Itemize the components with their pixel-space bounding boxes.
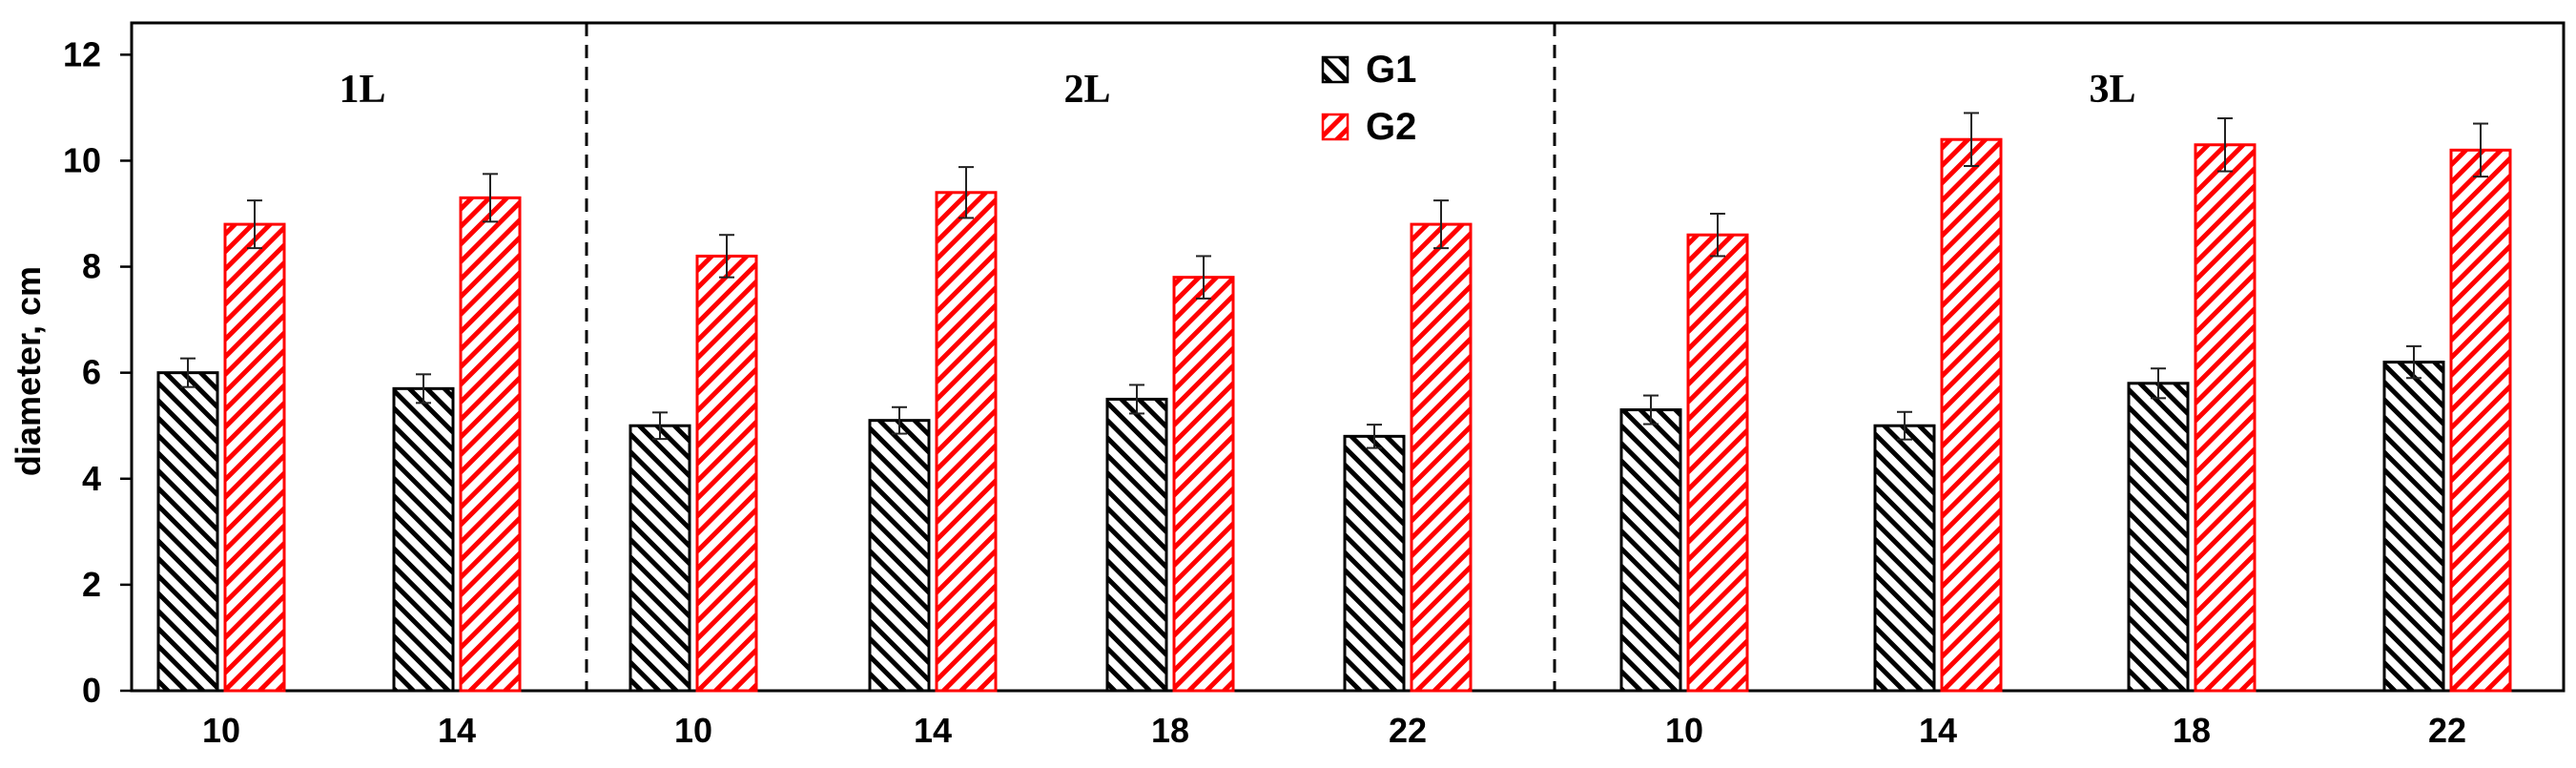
x-tick-label: 18 [1151, 711, 1189, 750]
bar-g1 [868, 419, 931, 693]
y-tick-label: 12 [63, 34, 101, 73]
bar-g1 [156, 371, 219, 693]
bar-g1 [2382, 361, 2445, 693]
bar-g2 [1686, 233, 1749, 693]
group-label: 2L [1063, 68, 1110, 112]
legend-swatch-g1 [1321, 55, 1350, 84]
bar-g1 [1105, 397, 1168, 693]
bar-g2 [935, 191, 998, 693]
legend-label-g1: G1 [1366, 49, 1416, 91]
y-axis-label: diameter, cm [9, 266, 48, 476]
x-tick-label: 22 [2428, 711, 2466, 750]
bar-g1 [392, 386, 455, 693]
bar-g2 [2194, 143, 2257, 693]
y-tick-label: 10 [63, 140, 101, 179]
bar-g2 [1410, 222, 1473, 693]
bar-g2 [2449, 148, 2512, 693]
x-tick-label: 14 [438, 711, 476, 750]
y-tick-label: 8 [82, 247, 101, 286]
bar-g1 [1873, 424, 1936, 693]
group-label: 3L [2089, 68, 2135, 112]
bar-g2 [695, 254, 758, 693]
bar-g1 [629, 424, 691, 693]
x-tick-label: 10 [674, 711, 712, 750]
bar-g1 [2127, 382, 2190, 693]
bar-g2 [1172, 276, 1235, 693]
y-tick-label: 4 [82, 459, 101, 498]
legend-label-g2: G2 [1366, 106, 1416, 148]
x-tick-label: 22 [1389, 711, 1427, 750]
bar-g2 [1940, 137, 2003, 693]
x-tick-label: 18 [2173, 711, 2211, 750]
bar-g2 [223, 222, 286, 693]
x-tick-label: 14 [1919, 711, 1957, 750]
group-label: 1L [339, 68, 385, 112]
bar-g1 [1343, 434, 1406, 693]
legend-swatch-g2 [1321, 113, 1350, 141]
x-tick-label: 10 [202, 711, 240, 750]
y-tick-label: 6 [82, 353, 101, 392]
y-tick-label: 0 [82, 671, 101, 710]
x-tick-label: 14 [914, 711, 952, 750]
bar-g2 [459, 196, 522, 693]
bar-g1 [1619, 408, 1682, 693]
x-tick-label: 10 [1665, 711, 1703, 750]
y-tick-label: 2 [82, 565, 101, 604]
